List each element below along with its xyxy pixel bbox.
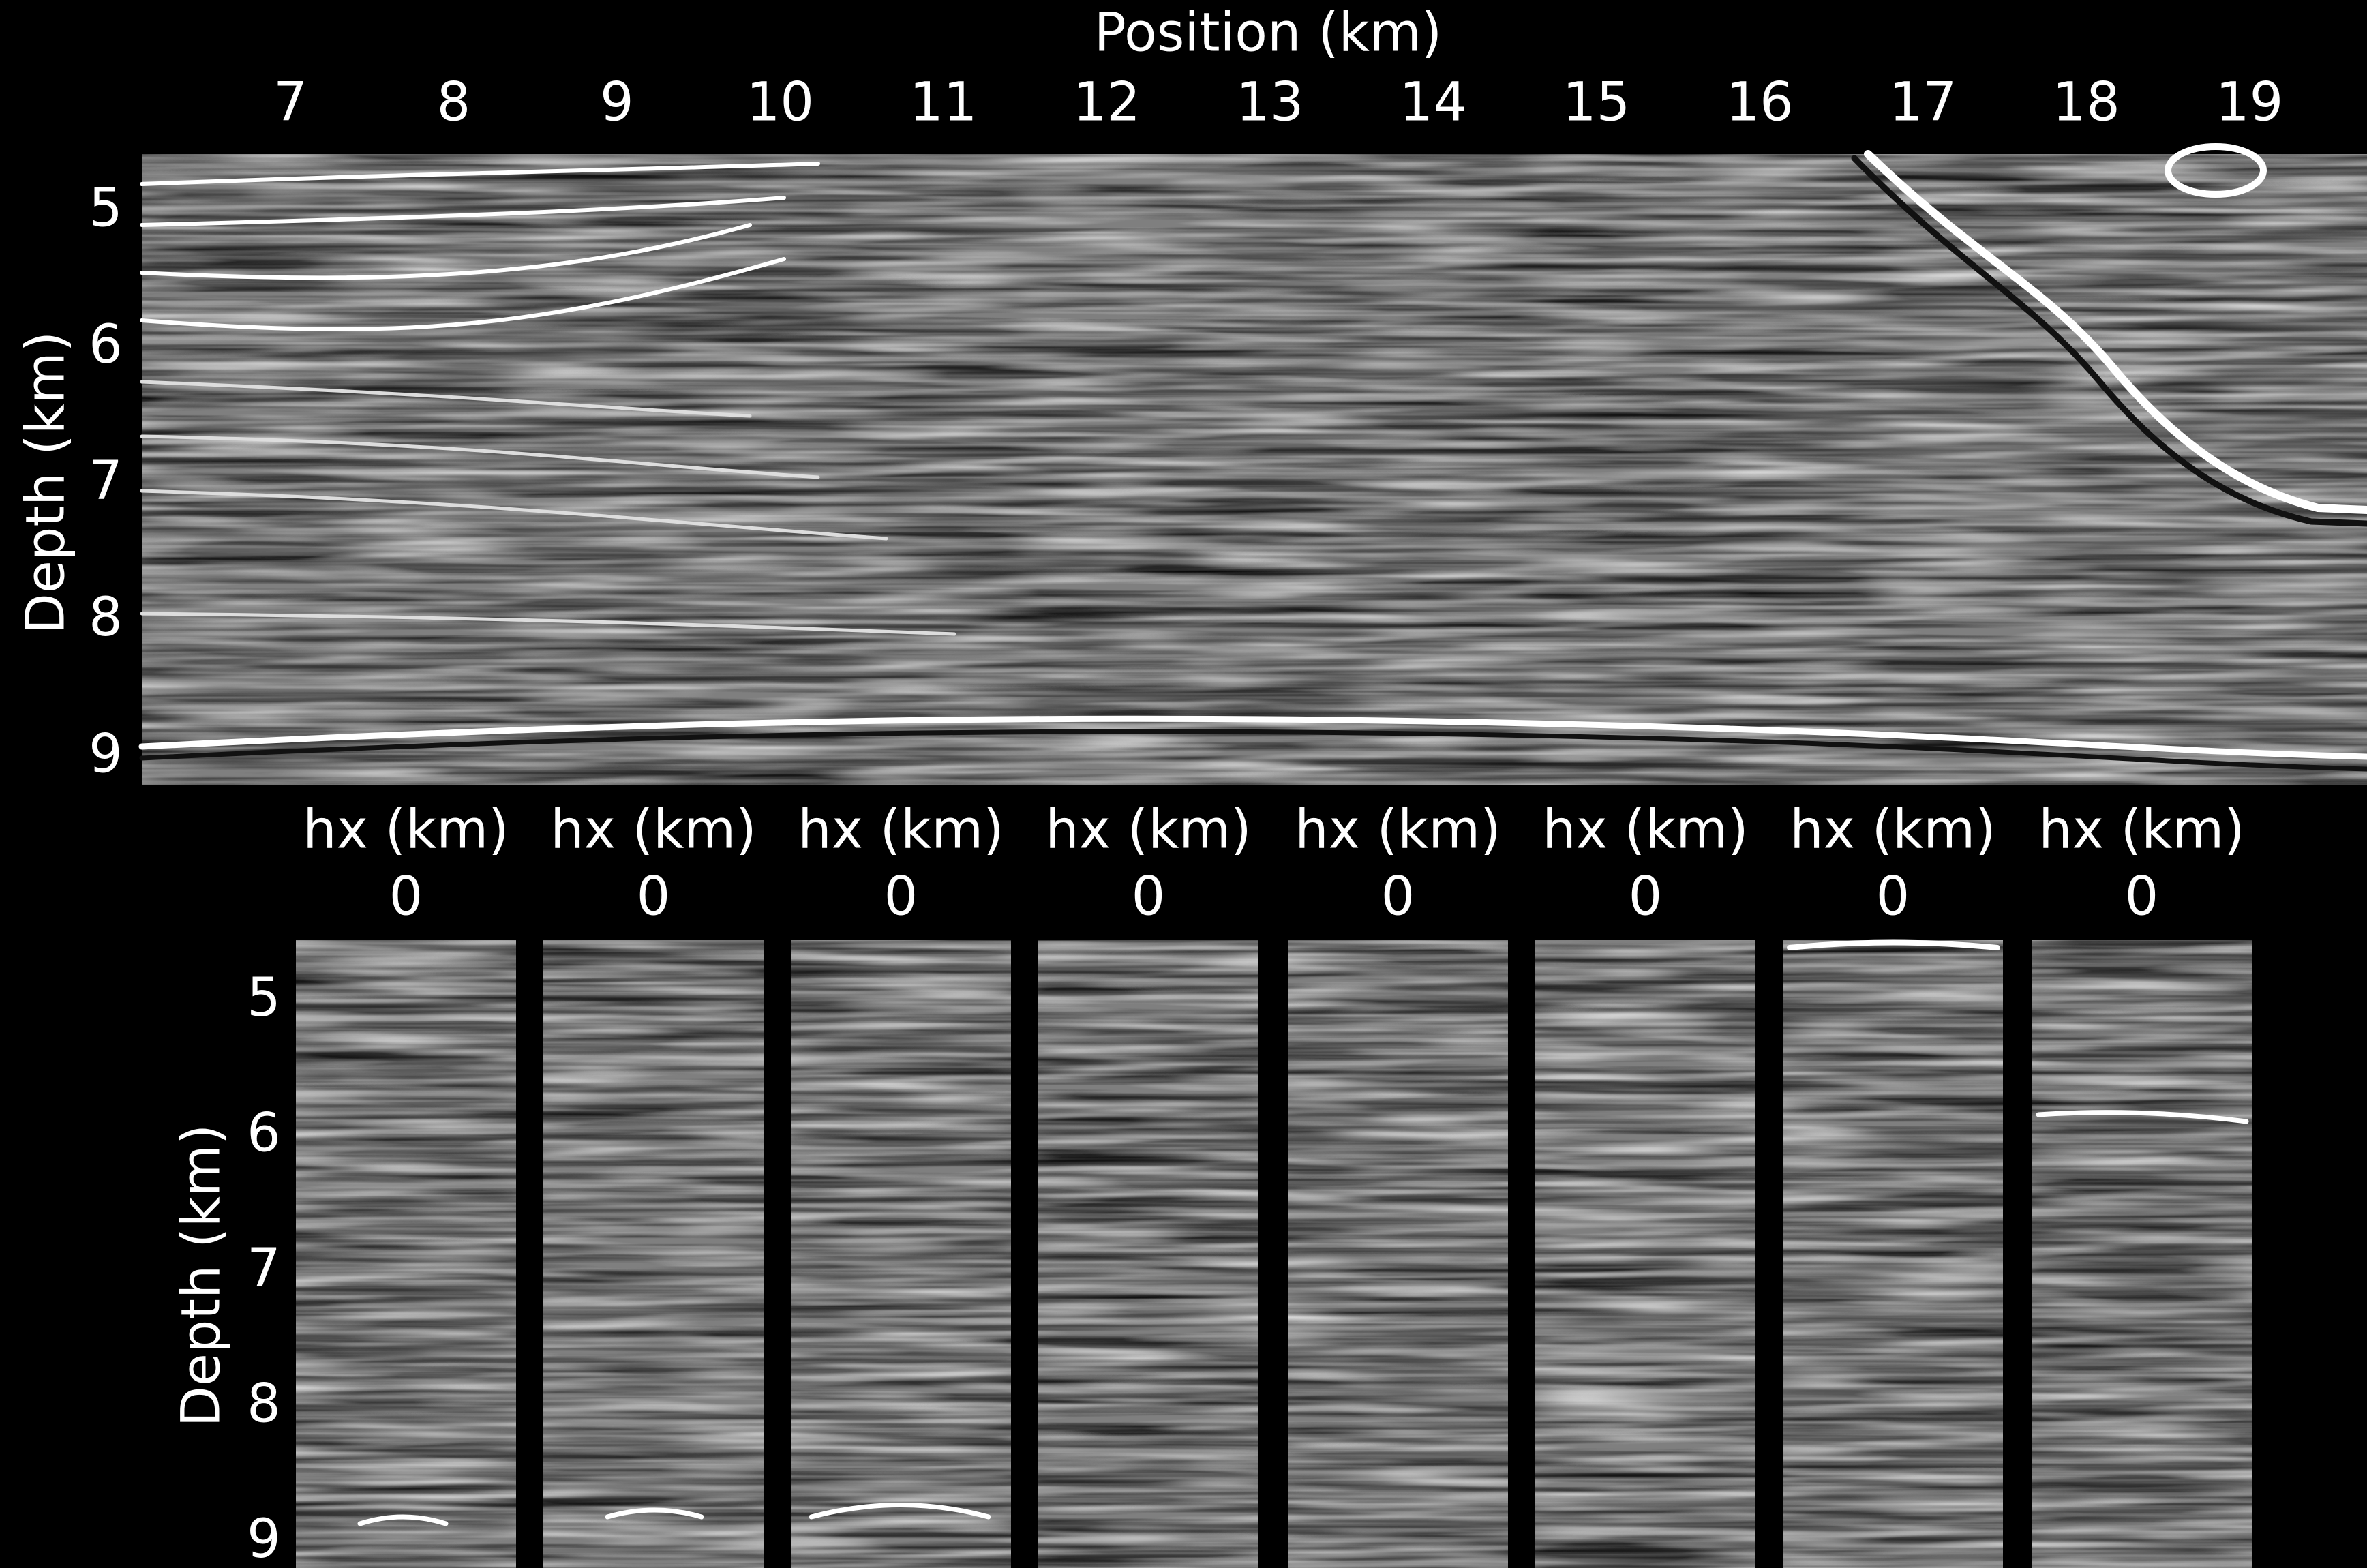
x-tick-label: 10 xyxy=(747,72,814,133)
x-tick-label: 0 xyxy=(884,866,918,927)
x-axis-label: hx (km) xyxy=(1542,799,1748,860)
x-axis-label: hx (km) xyxy=(1790,799,1995,860)
x-tick-label: 14 xyxy=(1400,72,1467,133)
x-tick-label: 15 xyxy=(1563,72,1630,133)
y-tick-label: 7 xyxy=(89,451,123,512)
figure: Position (km) 7 8 9 10 11 12 13 14 15 16 17 18 19 5 6 7 8… xyxy=(0,0,2367,1568)
x-axis-label: hx (km) xyxy=(2038,799,2244,860)
x-tick-label: 11 xyxy=(909,72,977,133)
y-axis-label: Depth (km) xyxy=(15,331,76,634)
x-axis-label: hx (km) xyxy=(550,799,756,860)
y-tick-label: 5 xyxy=(89,178,123,239)
x-tick-label: 0 xyxy=(1876,866,1910,927)
image-texture xyxy=(296,940,516,1568)
image-texture xyxy=(142,154,2367,785)
x-tick-label: 0 xyxy=(1381,866,1415,927)
x-tick-label: 0 xyxy=(389,866,423,927)
x-tick-label: 0 xyxy=(637,866,671,927)
x-tick-label: 0 xyxy=(1629,866,1663,927)
y-tick-label: 7 xyxy=(247,1238,281,1299)
x-axis-label: hx (km) xyxy=(303,799,509,860)
x-tick-label: 0 xyxy=(2125,866,2159,927)
x-axis-label: Position (km) xyxy=(1094,2,1443,63)
x-axis-label: hx (km) xyxy=(1045,799,1251,860)
x-tick-label: 8 xyxy=(437,72,471,133)
x-tick-label: 19 xyxy=(2216,72,2283,133)
x-tick-label: 9 xyxy=(600,72,634,133)
x-tick-label: 17 xyxy=(1889,72,1957,133)
y-tick-label: 8 xyxy=(247,1373,281,1434)
y-tick-label: 9 xyxy=(89,723,123,785)
image-texture xyxy=(2032,940,2252,1568)
y-tick-label: 5 xyxy=(247,967,281,1029)
image-texture xyxy=(543,940,764,1568)
x-tick-label: 18 xyxy=(2052,72,2120,133)
image-texture xyxy=(1038,940,1258,1568)
x-tick-label: 16 xyxy=(1726,72,1794,133)
image-texture xyxy=(1783,940,2003,1568)
y-tick-label: 6 xyxy=(247,1102,281,1164)
x-tick-label: 0 xyxy=(1132,866,1166,927)
y-axis-label: Depth (km) xyxy=(170,1124,232,1427)
x-axis-label: hx (km) xyxy=(1295,799,1501,860)
y-tick-label: 8 xyxy=(89,587,123,648)
image-texture xyxy=(1288,940,1508,1568)
x-tick-label: 12 xyxy=(1073,72,1141,133)
image-texture xyxy=(1535,940,1755,1568)
y-tick-label: 9 xyxy=(247,1509,281,1568)
x-tick-label: 13 xyxy=(1236,72,1303,133)
x-axis-label: hx (km) xyxy=(798,799,1004,860)
x-tick-label: 7 xyxy=(273,72,307,133)
y-tick-label: 6 xyxy=(89,314,123,376)
image-texture xyxy=(791,940,1011,1568)
